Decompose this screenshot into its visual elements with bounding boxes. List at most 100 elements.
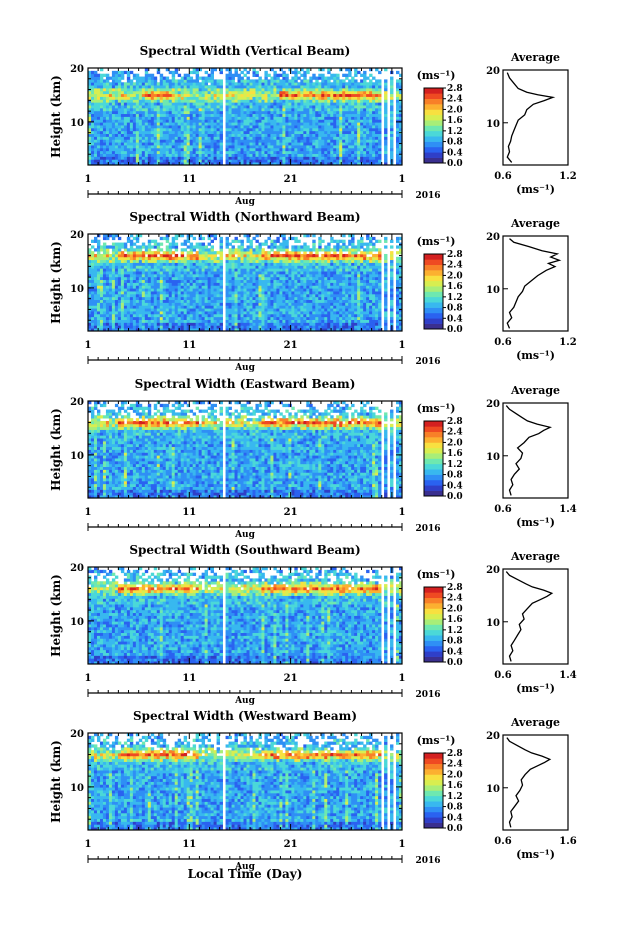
heatmap-cell (177, 96, 182, 100)
heatmap-cell (378, 96, 382, 100)
heatmap-cell (219, 293, 223, 298)
heatmap-cell (342, 87, 346, 92)
heatmap-cell (369, 136, 373, 140)
heatmap-cell (270, 296, 274, 301)
heatmap-cell (303, 319, 307, 323)
heatmap-cell (261, 136, 265, 140)
heatmap-cell (390, 322, 394, 326)
heatmap-cell (105, 116, 110, 120)
heatmap-cell (252, 119, 256, 123)
heatmap-cell (258, 156, 262, 160)
heatmap-cell (120, 285, 125, 289)
heatmap-cell (228, 145, 232, 149)
heatmap-cell (255, 136, 259, 140)
heatmap-cell (261, 93, 265, 97)
heatmap-cell (192, 305, 197, 309)
heatmap-cell (111, 302, 116, 306)
heatmap-cell (195, 139, 200, 143)
heatmap-cell (285, 325, 289, 329)
heatmap-cell (225, 153, 229, 157)
heatmap-cell (120, 125, 125, 129)
heatmap-cell (390, 85, 394, 89)
heatmap-cell (378, 133, 382, 137)
heatmap-cell (375, 90, 379, 95)
heatmap-cell (291, 70, 295, 75)
heatmap-cell (186, 313, 191, 318)
heatmap-cell (327, 119, 331, 123)
heatmap-cell (300, 68, 304, 72)
heatmap-cell (303, 328, 307, 332)
heatmap-cell (219, 113, 223, 117)
heatmap-cell (195, 328, 200, 332)
heatmap-cell (285, 311, 289, 315)
heatmap-cell (237, 87, 241, 92)
heatmap-cell (93, 107, 98, 112)
heatmap-cell (168, 70, 173, 75)
heatmap-cell (279, 73, 283, 77)
heatmap-cell (348, 102, 352, 106)
heatmap-cell (288, 159, 292, 163)
heatmap-cell (138, 308, 143, 312)
heatmap-cell (351, 96, 355, 100)
heatmap-cell (153, 133, 158, 137)
heatmap-cell (129, 119, 134, 123)
heatmap-cell (300, 102, 304, 106)
heatmap-cell (147, 130, 152, 135)
heatmap-cell (237, 162, 241, 166)
heatmap-cell (180, 153, 185, 157)
heatmap-cell (144, 99, 149, 103)
heatmap-cell (234, 308, 238, 312)
heatmap-cell (228, 139, 232, 143)
heatmap-cell (303, 130, 307, 135)
heatmap-cell (216, 107, 220, 112)
heatmap-cell (306, 68, 310, 72)
heatmap-cell (108, 147, 113, 152)
heatmap-cell (96, 147, 101, 152)
heatmap-cell (210, 105, 214, 109)
heatmap-cell (303, 296, 307, 301)
heatmap-cell (90, 288, 95, 292)
heatmap-cell (324, 116, 328, 120)
heatmap-cell (246, 145, 250, 149)
heatmap-cell (390, 156, 394, 160)
heatmap-cell (213, 102, 217, 106)
heatmap-cell (375, 311, 379, 315)
heatmap-cell (279, 107, 283, 112)
heatmap-cell (210, 116, 214, 120)
heatmap-cell (231, 150, 235, 154)
heatmap-cell (114, 102, 119, 106)
heatmap-cell (123, 291, 128, 295)
heatmap-cell (357, 285, 361, 289)
heatmap-cell (360, 136, 364, 140)
heatmap-cell (300, 110, 304, 115)
heatmap-cell (135, 293, 140, 298)
heatmap-cell (165, 156, 170, 160)
heatmap-cell (297, 319, 301, 323)
heatmap-cell (315, 119, 319, 123)
heatmap-cell (198, 159, 203, 163)
heatmap-cell (219, 313, 223, 318)
heatmap-cell (150, 293, 155, 298)
heatmap-cell (327, 316, 331, 320)
heatmap-cell (378, 102, 382, 106)
heatmap-cell (90, 105, 95, 109)
heatmap-cell (318, 133, 322, 137)
heatmap-cell (93, 130, 98, 135)
heatmap-cell (297, 296, 301, 301)
heatmap-cell (264, 102, 268, 106)
heatmap-cell (369, 305, 373, 309)
heatmap-cell (273, 145, 277, 149)
heatmap-cell (198, 139, 203, 143)
heatmap-cell (375, 105, 379, 109)
heatmap-cell (225, 102, 229, 106)
heatmap-cell (345, 119, 349, 123)
heatmap-cell (375, 325, 379, 329)
heatmap-cell (180, 159, 185, 163)
heatmap-cell (189, 93, 194, 97)
heatmap-cell (363, 319, 367, 323)
heatmap-cell (102, 136, 107, 140)
heatmap-cell (135, 105, 140, 109)
heatmap-cell (366, 96, 370, 100)
heatmap-cell (243, 150, 247, 154)
heatmap-cell (96, 139, 101, 143)
